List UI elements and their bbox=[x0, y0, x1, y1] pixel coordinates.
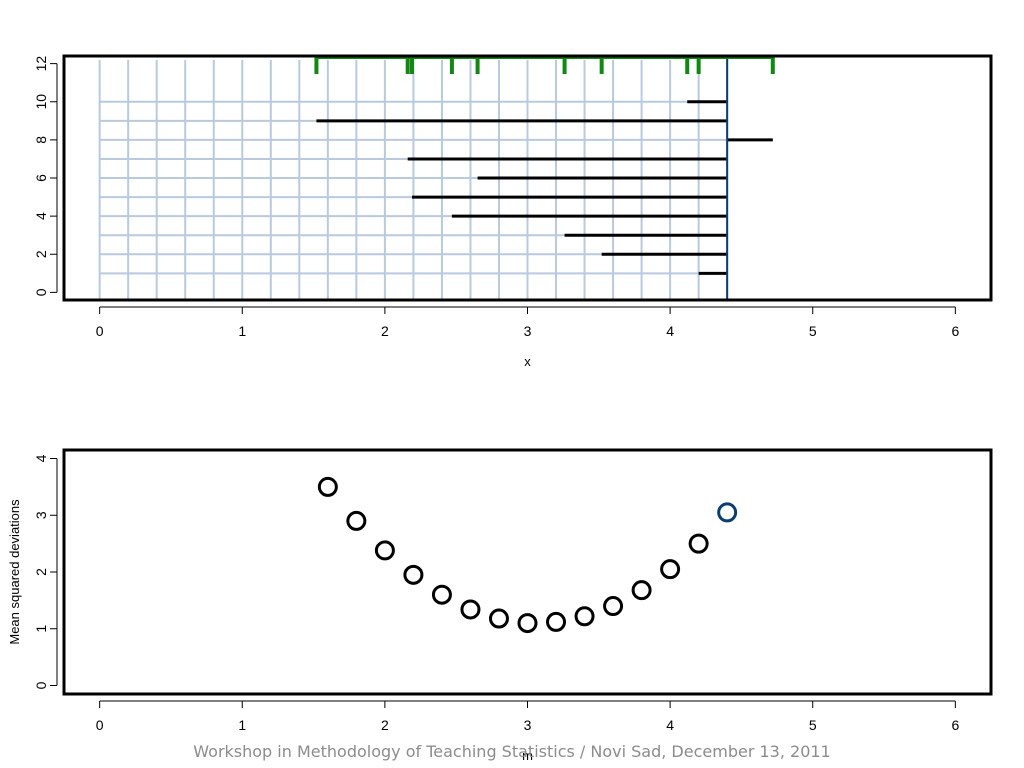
data-point bbox=[517, 613, 538, 634]
data-point bbox=[631, 580, 652, 601]
data-point bbox=[403, 564, 424, 585]
x-tick-label: 4 bbox=[666, 323, 674, 339]
x-tick-label: 5 bbox=[809, 323, 817, 339]
y-tick-label: 6 bbox=[33, 174, 49, 182]
data-point bbox=[431, 584, 452, 605]
x-tick-label: 6 bbox=[951, 717, 959, 733]
bottom-panel-msd-chart: 0 1 2 3 4 5 6 0 1 2 3 4 m Mean squared deviations bbox=[7, 448, 993, 763]
x-tick-label: 2 bbox=[381, 323, 389, 339]
x-tick-label: 0 bbox=[96, 717, 104, 733]
y-tick-label: 0 bbox=[33, 681, 49, 689]
footer-text: Workshop in Methodology of Teaching Stat… bbox=[193, 742, 831, 761]
y-tick-label: 10 bbox=[33, 94, 49, 110]
highlighted-data-point bbox=[717, 502, 738, 523]
y-tick-label: 12 bbox=[33, 56, 49, 72]
data-point bbox=[317, 476, 338, 497]
data-point bbox=[346, 510, 367, 531]
data-point bbox=[460, 599, 481, 620]
x-tick-label: 2 bbox=[381, 717, 389, 733]
x-tick-label: 1 bbox=[238, 323, 246, 339]
plot-frame bbox=[62, 54, 993, 302]
y-tick-label: 4 bbox=[33, 454, 49, 462]
x-tick-label: 1 bbox=[238, 717, 246, 733]
x-tick-label: 5 bbox=[809, 717, 817, 733]
data-point bbox=[546, 611, 567, 632]
x-tick-label: 3 bbox=[524, 323, 532, 339]
y-tick-label: 1 bbox=[33, 625, 49, 633]
x-tick-label: 3 bbox=[524, 717, 532, 733]
x-tick-label: 0 bbox=[96, 323, 104, 339]
data-point bbox=[374, 540, 395, 561]
x-tick-label: 6 bbox=[951, 323, 959, 339]
data-point bbox=[688, 533, 709, 554]
x-axis-title: m bbox=[522, 748, 533, 763]
x-axis-title: x bbox=[524, 354, 531, 369]
data-point bbox=[660, 559, 681, 580]
y-tick-label: 8 bbox=[33, 136, 49, 144]
data-point bbox=[603, 596, 624, 617]
y-tick-label: 0 bbox=[33, 288, 49, 296]
y-axis-title: Mean squared deviations bbox=[7, 499, 22, 645]
plot-frame bbox=[62, 448, 993, 696]
y-tick-label: 2 bbox=[33, 250, 49, 258]
data-point bbox=[488, 608, 509, 629]
y-tick-label: 2 bbox=[33, 568, 49, 576]
y-tick-label: 3 bbox=[33, 511, 49, 519]
data-point bbox=[574, 606, 595, 627]
x-tick-label: 4 bbox=[666, 717, 674, 733]
y-tick-label: 4 bbox=[33, 212, 49, 220]
